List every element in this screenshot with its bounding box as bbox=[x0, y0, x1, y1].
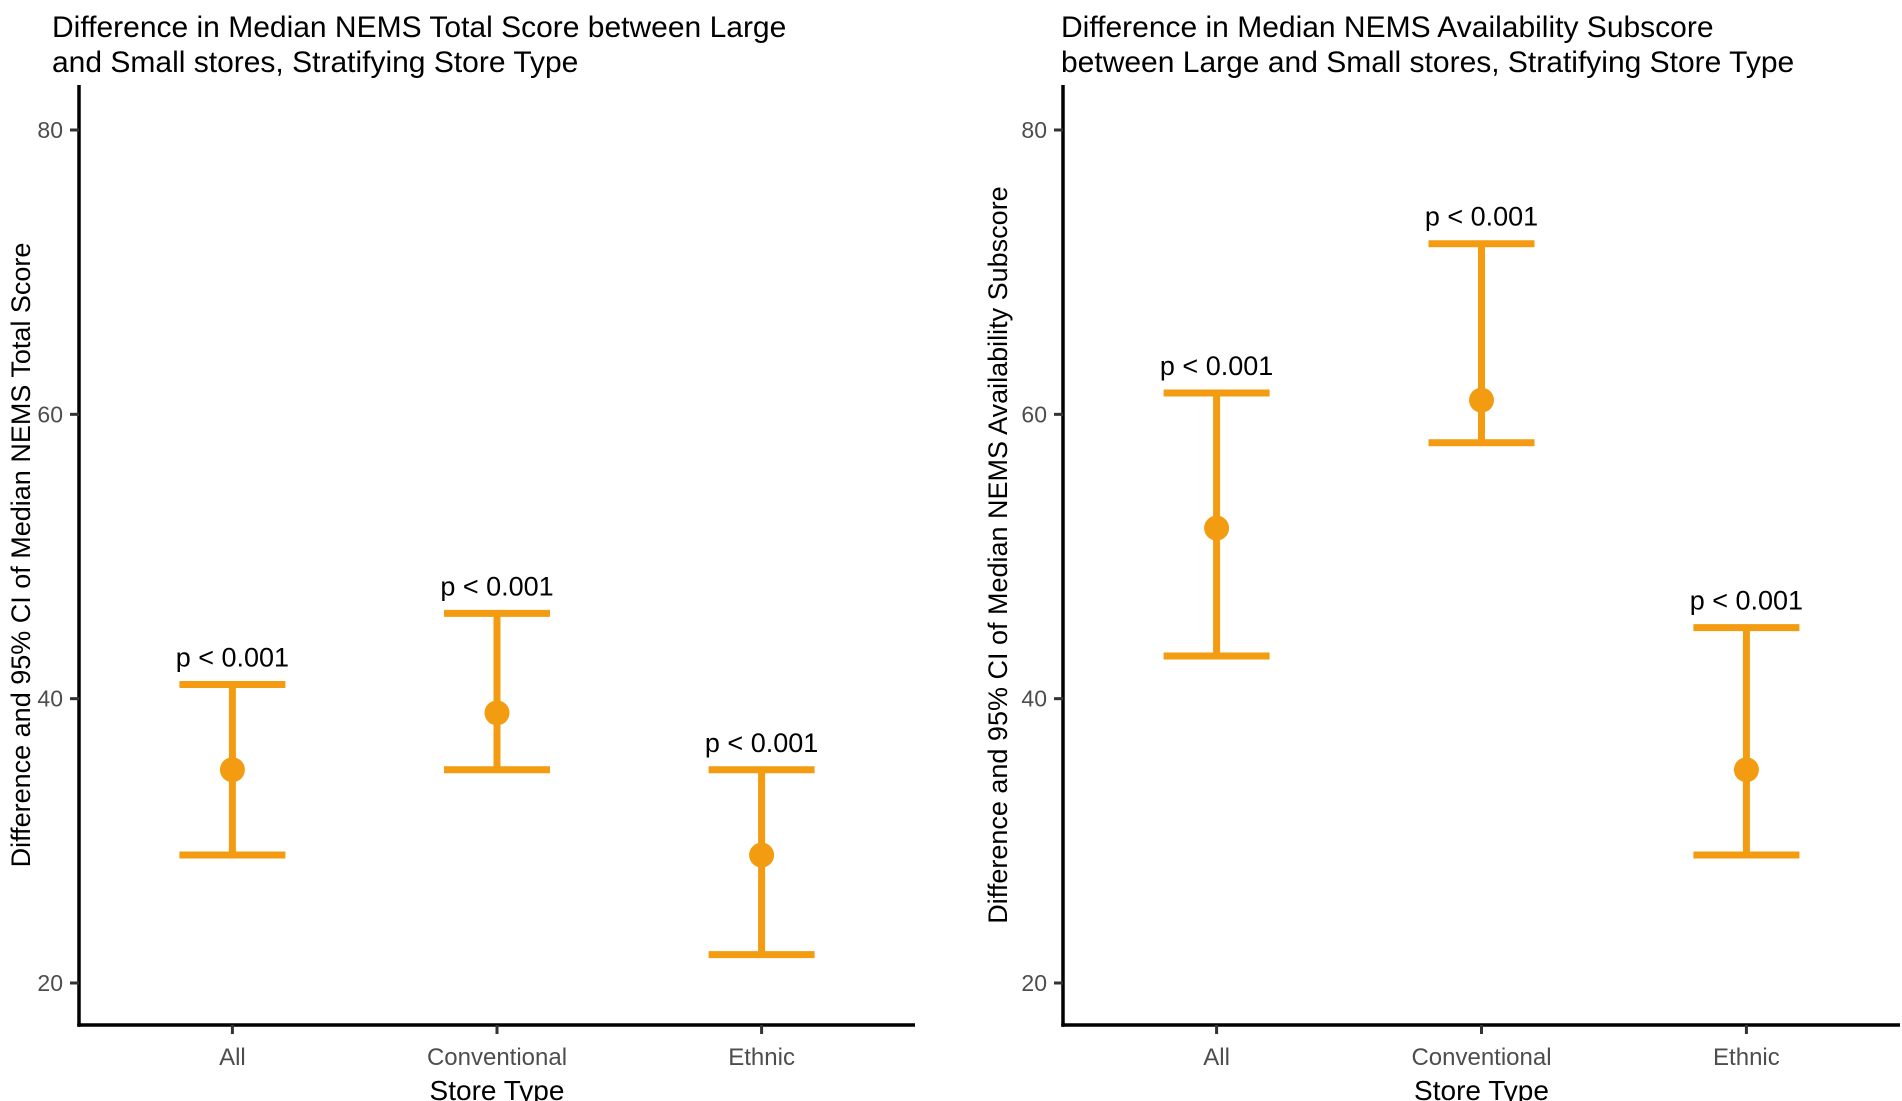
point-estimate bbox=[484, 700, 510, 726]
y-axis-title: Difference and 95% CI of Median NEMS Ava… bbox=[983, 186, 1013, 923]
chart-title-line: and Small stores, Stratifying Store Type bbox=[52, 46, 579, 79]
point-estimate bbox=[1469, 387, 1494, 413]
x-tick-label: Conventional bbox=[1411, 1044, 1551, 1071]
x-axis-title: Store Type bbox=[1414, 1075, 1549, 1101]
y-tick-label: 40 bbox=[1021, 686, 1047, 712]
chart-title-total-score: Difference in Median NEMS Total Score be… bbox=[52, 10, 786, 80]
x-tick-label: Ethnic bbox=[1713, 1044, 1780, 1071]
p-value-label: p < 0.001 bbox=[176, 642, 289, 672]
chart-title-line: between Large and Small stores, Stratify… bbox=[1061, 46, 1795, 79]
chart-title-availability: Difference in Median NEMS Availability S… bbox=[1061, 10, 1794, 80]
panel-availability-subscore: Difference in Median NEMS Availability S… bbox=[951, 0, 1902, 1101]
y-tick-label: 20 bbox=[1021, 970, 1047, 996]
y-tick-label: 40 bbox=[37, 686, 63, 712]
plot-availability-subscore: 20 40 60 80 All Conventional Ethnic Store Type D… bbox=[983, 85, 1900, 1101]
y-tick-label: 80 bbox=[1021, 117, 1047, 143]
y-axis-title: Difference and 95% CI of Median NEMS Tot… bbox=[6, 243, 36, 868]
panel-total-score: Difference in Median NEMS Total Score be… bbox=[6, 10, 915, 1101]
p-value-label: p < 0.001 bbox=[1425, 202, 1538, 232]
point-estimate bbox=[1733, 757, 1759, 783]
x-axis-title: Store Type bbox=[430, 1075, 565, 1101]
chart-title-line: Difference in Median NEMS Total Score be… bbox=[52, 11, 787, 44]
x-tick-label: All bbox=[1203, 1044, 1230, 1071]
point-estimate bbox=[749, 842, 775, 868]
x-tick-label: Ethnic bbox=[728, 1044, 795, 1071]
p-value-label: p < 0.001 bbox=[1160, 351, 1273, 381]
point-estimate bbox=[1204, 515, 1230, 541]
x-tick-label: All bbox=[219, 1044, 246, 1071]
x-tick-label: Conventional bbox=[427, 1044, 567, 1071]
y-tick-label: 60 bbox=[37, 401, 63, 427]
y-tick-label: 60 bbox=[1021, 401, 1047, 427]
p-value-label: p < 0.001 bbox=[1690, 586, 1803, 616]
y-tick-label: 80 bbox=[37, 117, 63, 143]
y-tick-label: 20 bbox=[37, 970, 63, 996]
point-estimate bbox=[219, 757, 245, 783]
p-value-label: p < 0.001 bbox=[440, 571, 553, 601]
plot-total-score: 20 40 60 80 All Conventional Ethnic Store Type D… bbox=[6, 85, 915, 1101]
chart-title-line: Difference in Median NEMS Availability S… bbox=[1061, 11, 1714, 44]
p-value-label: p < 0.001 bbox=[705, 728, 818, 758]
